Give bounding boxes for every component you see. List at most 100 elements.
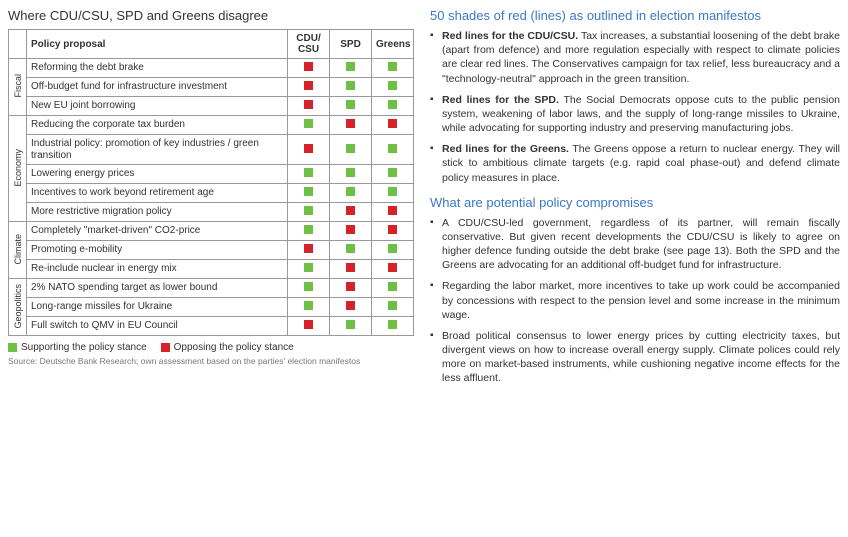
mark-cell	[330, 203, 372, 222]
mark-cell	[288, 241, 330, 260]
support-icon	[346, 168, 355, 177]
category-cell: Geopolitics	[9, 279, 27, 336]
mark-cell	[288, 135, 330, 165]
support-icon	[304, 168, 313, 177]
mark-cell	[372, 165, 414, 184]
table-row: Long-range missiles for Ukraine	[9, 298, 414, 317]
proposal-cell: Reforming the debt brake	[27, 59, 288, 78]
col-category	[9, 30, 27, 59]
col-cducsu: CDU/ CSU	[288, 30, 330, 59]
table-row: Full switch to QMV in EU Council	[9, 317, 414, 336]
oppose-icon	[388, 206, 397, 215]
left-column: Where CDU/CSU, SPD and Greens disagree P…	[8, 8, 424, 529]
source-text: Source: Deutsche Bank Research; own asse…	[8, 356, 414, 366]
proposal-cell: Full switch to QMV in EU Council	[27, 317, 288, 336]
mark-cell	[288, 97, 330, 116]
table-row: Industrial policy: promotion of key indu…	[9, 135, 414, 165]
support-icon	[346, 187, 355, 196]
mark-cell	[372, 260, 414, 279]
section1-title: 50 shades of red (lines) as outlined in …	[430, 8, 840, 23]
support-icon	[346, 81, 355, 90]
mark-cell	[288, 203, 330, 222]
section2-title: What are potential policy compromises	[430, 195, 840, 210]
section1-list: Red lines for the CDU/CSU. Tax increases…	[430, 29, 840, 185]
mark-cell	[330, 260, 372, 279]
category-cell: Fiscal	[9, 59, 27, 116]
mark-cell	[330, 165, 372, 184]
table-row: Incentives to work beyond retirement age	[9, 184, 414, 203]
mark-cell	[372, 203, 414, 222]
mark-cell	[288, 165, 330, 184]
list-item: Broad political consensus to lower energ…	[430, 329, 840, 386]
section2-list: A CDU/CSU-led government, regardless of …	[430, 216, 840, 386]
category-cell: Economy	[9, 116, 27, 222]
support-icon	[304, 301, 313, 310]
table-row: Re-include nuclear in energy mix	[9, 260, 414, 279]
table-row: Lowering energy prices	[9, 165, 414, 184]
table-row: FiscalReforming the debt brake	[9, 59, 414, 78]
list-item: Regarding the labor market, more incenti…	[430, 279, 840, 322]
mark-cell	[330, 78, 372, 97]
support-icon	[346, 100, 355, 109]
mark-cell	[372, 241, 414, 260]
mark-cell	[288, 78, 330, 97]
proposal-cell: Industrial policy: promotion of key indu…	[27, 135, 288, 165]
policy-table: Policy proposal CDU/ CSU SPD Greens Fisc…	[8, 29, 414, 336]
mark-cell	[330, 317, 372, 336]
oppose-icon	[346, 301, 355, 310]
oppose-icon	[304, 144, 313, 153]
table-row: Promoting e-mobility	[9, 241, 414, 260]
table-row: New EU joint borrowing	[9, 97, 414, 116]
support-icon	[304, 187, 313, 196]
support-icon	[388, 301, 397, 310]
mark-cell	[288, 222, 330, 241]
mark-cell	[330, 116, 372, 135]
support-icon	[304, 263, 313, 272]
table-row: Geopolitics2% NATO spending target as lo…	[9, 279, 414, 298]
mark-cell	[330, 97, 372, 116]
mark-cell	[372, 116, 414, 135]
support-icon	[388, 144, 397, 153]
mark-cell	[372, 184, 414, 203]
oppose-icon	[346, 263, 355, 272]
support-icon	[388, 100, 397, 109]
table-header-row: Policy proposal CDU/ CSU SPD Greens	[9, 30, 414, 59]
oppose-icon	[304, 100, 313, 109]
mark-cell	[372, 97, 414, 116]
list-item: Red lines for the SPD. The Social Democr…	[430, 93, 840, 136]
col-proposal: Policy proposal	[27, 30, 288, 59]
list-item: Red lines for the CDU/CSU. Tax increases…	[430, 29, 840, 86]
col-spd: SPD	[330, 30, 372, 59]
table-row: EconomyReducing the corporate tax burden	[9, 116, 414, 135]
support-icon	[388, 282, 397, 291]
mark-cell	[288, 298, 330, 317]
legend-oppose: Opposing the policy stance	[161, 342, 294, 353]
oppose-icon	[346, 282, 355, 291]
legend: Supporting the policy stance Opposing th…	[8, 342, 414, 353]
support-icon	[304, 225, 313, 234]
proposal-cell: More restrictive migration policy	[27, 203, 288, 222]
mark-cell	[372, 135, 414, 165]
table-row: Off-budget fund for infrastructure inves…	[9, 78, 414, 97]
support-icon	[388, 320, 397, 329]
mark-cell	[288, 260, 330, 279]
proposal-cell: Lowering energy prices	[27, 165, 288, 184]
mark-cell	[372, 317, 414, 336]
legend-support: Supporting the policy stance	[8, 342, 147, 353]
proposal-cell: Promoting e-mobility	[27, 241, 288, 260]
mark-cell	[330, 222, 372, 241]
oppose-icon	[346, 119, 355, 128]
support-icon	[388, 244, 397, 253]
proposal-cell: Completely "market-driven" CO2-price	[27, 222, 288, 241]
mark-cell	[372, 279, 414, 298]
oppose-icon	[388, 263, 397, 272]
table-row: More restrictive migration policy	[9, 203, 414, 222]
support-icon	[388, 62, 397, 71]
proposal-cell: Off-budget fund for infrastructure inves…	[27, 78, 288, 97]
list-item: Red lines for the Greens. The Greens opp…	[430, 142, 840, 185]
mark-cell	[372, 222, 414, 241]
oppose-icon	[388, 119, 397, 128]
support-icon	[388, 81, 397, 90]
mark-cell	[372, 298, 414, 317]
oppose-icon	[304, 244, 313, 253]
